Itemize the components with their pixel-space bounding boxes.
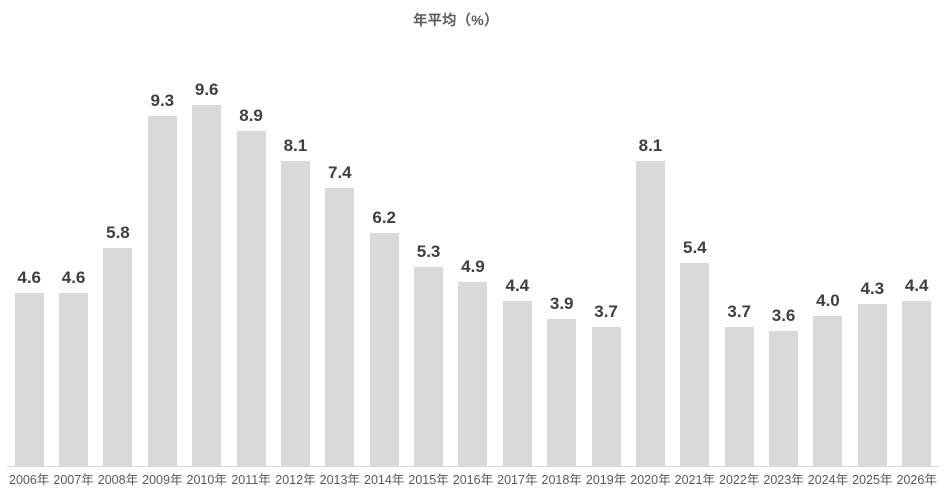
x-axis-label: 2017年: [497, 473, 538, 487]
bar-value-label: 7.4: [327, 163, 352, 182]
bar-value-label: 6.2: [372, 208, 396, 227]
bar-group: 6.2 2014年: [362, 208, 406, 487]
bar[interactable]: [502, 301, 532, 466]
bar-group: 5.3 2015年: [406, 242, 450, 487]
bar-group: 4.6 2007年: [51, 268, 95, 487]
bar[interactable]: [591, 327, 621, 466]
bar-group: 4.6 2006年: [7, 268, 51, 487]
bar-group: 3.6 2023年: [761, 306, 805, 487]
bar[interactable]: [724, 327, 754, 466]
bar-value-label: 8.1: [638, 136, 663, 155]
bar[interactable]: [103, 248, 133, 466]
bar-group: 4.3 2025年: [850, 279, 894, 487]
bar[interactable]: [902, 301, 932, 466]
bar-value-label: 4.4: [904, 276, 929, 295]
x-axis-label: 2010年: [186, 473, 227, 487]
x-axis-label: 2012年: [275, 473, 316, 487]
bar-value-label: 5.3: [416, 242, 441, 261]
bar-value-label: 3.7: [594, 302, 618, 321]
bar-value-label: 8.1: [283, 136, 308, 155]
bar[interactable]: [635, 161, 665, 466]
bar-group: 4.0 2024年: [806, 291, 850, 487]
x-axis-label: 2006年: [9, 473, 50, 487]
bar-value-label: 9.3: [150, 91, 175, 110]
x-axis-label: 2021年: [674, 473, 715, 487]
bar-group: 3.7 2019年: [584, 302, 628, 487]
x-axis-label: 2019年: [585, 473, 627, 487]
chart-title: 年平均（%）: [413, 12, 499, 28]
bar[interactable]: [813, 316, 843, 466]
bar[interactable]: [547, 319, 577, 466]
bar-value-label: 5.4: [682, 238, 707, 257]
x-axis-label: 2009年: [142, 473, 183, 487]
bar-value-label: 4.6: [61, 268, 86, 287]
bar[interactable]: [14, 293, 44, 466]
bar-value-label: 9.6: [194, 80, 219, 99]
bar[interactable]: [192, 105, 222, 466]
bar-group: 7.4 2013年: [318, 163, 362, 487]
bar-group: 8.1 2012年: [273, 136, 317, 487]
bar-group: 5.8 2008年: [96, 223, 140, 487]
bar-value-label: 3.6: [771, 306, 796, 325]
x-axis-label: 2026年: [896, 473, 937, 487]
bar[interactable]: [236, 131, 266, 466]
bar-value-label: 4.4: [505, 276, 530, 295]
x-axis-label: 2022年: [719, 473, 760, 487]
x-axis-label: 2016年: [452, 473, 494, 487]
bar-group: 9.6 2010年: [185, 80, 229, 487]
bar-value-label: 8.9: [239, 106, 263, 125]
bar-value-label: 4.3: [860, 279, 885, 298]
x-axis-label: 2018年: [541, 473, 582, 487]
bar-value-label: 4.6: [17, 268, 41, 287]
bar[interactable]: [857, 304, 887, 466]
bar[interactable]: [458, 282, 488, 466]
bar-group: 4.9 2016年: [451, 257, 495, 487]
bar-group: 3.7 2022年: [717, 302, 761, 487]
bar-group: 5.4 2021年: [673, 238, 717, 487]
x-axis-label: 2007年: [53, 473, 94, 487]
x-axis-label: 2023年: [763, 473, 804, 487]
bar[interactable]: [280, 161, 310, 466]
bar-value-label: 3.7: [727, 302, 751, 321]
bar-value-label: 5.8: [106, 223, 130, 242]
x-axis-label: 2013年: [319, 473, 360, 487]
x-axis-label: 2024年: [807, 473, 849, 487]
bar[interactable]: [680, 263, 710, 466]
plot-area: 4.6 2006年 4.6 2007年 5.8 2008年 9.3 2009年 9.6 2010年…: [7, 0, 939, 487]
bar-group: 3.9 2018年: [540, 294, 584, 487]
bar-group: 4.4 2026年: [895, 276, 939, 487]
bar[interactable]: [59, 293, 89, 466]
bar[interactable]: [325, 188, 355, 466]
x-axis-label: 2014年: [364, 473, 405, 487]
bar-value-label: 4.0: [816, 291, 840, 310]
x-axis-label: 2008年: [97, 473, 139, 487]
x-axis-label: 2020年: [630, 473, 671, 487]
x-axis-label: 2015年: [408, 473, 449, 487]
bar-group: 4.4 2017年: [495, 276, 539, 487]
bar[interactable]: [414, 267, 444, 466]
bar-value-label: 4.9: [461, 257, 485, 276]
bar-group: 9.3 2009年: [140, 91, 184, 487]
x-axis-label: 2011年: [231, 473, 271, 487]
bar[interactable]: [769, 331, 799, 466]
bar-group: 8.9 2011年: [229, 106, 273, 487]
x-axis-label: 2025年: [852, 473, 893, 487]
bar[interactable]: [147, 116, 177, 466]
bar-value-label: 3.9: [549, 294, 574, 313]
bar[interactable]: [369, 233, 399, 466]
bar-group: 8.1 2020年: [628, 136, 672, 487]
